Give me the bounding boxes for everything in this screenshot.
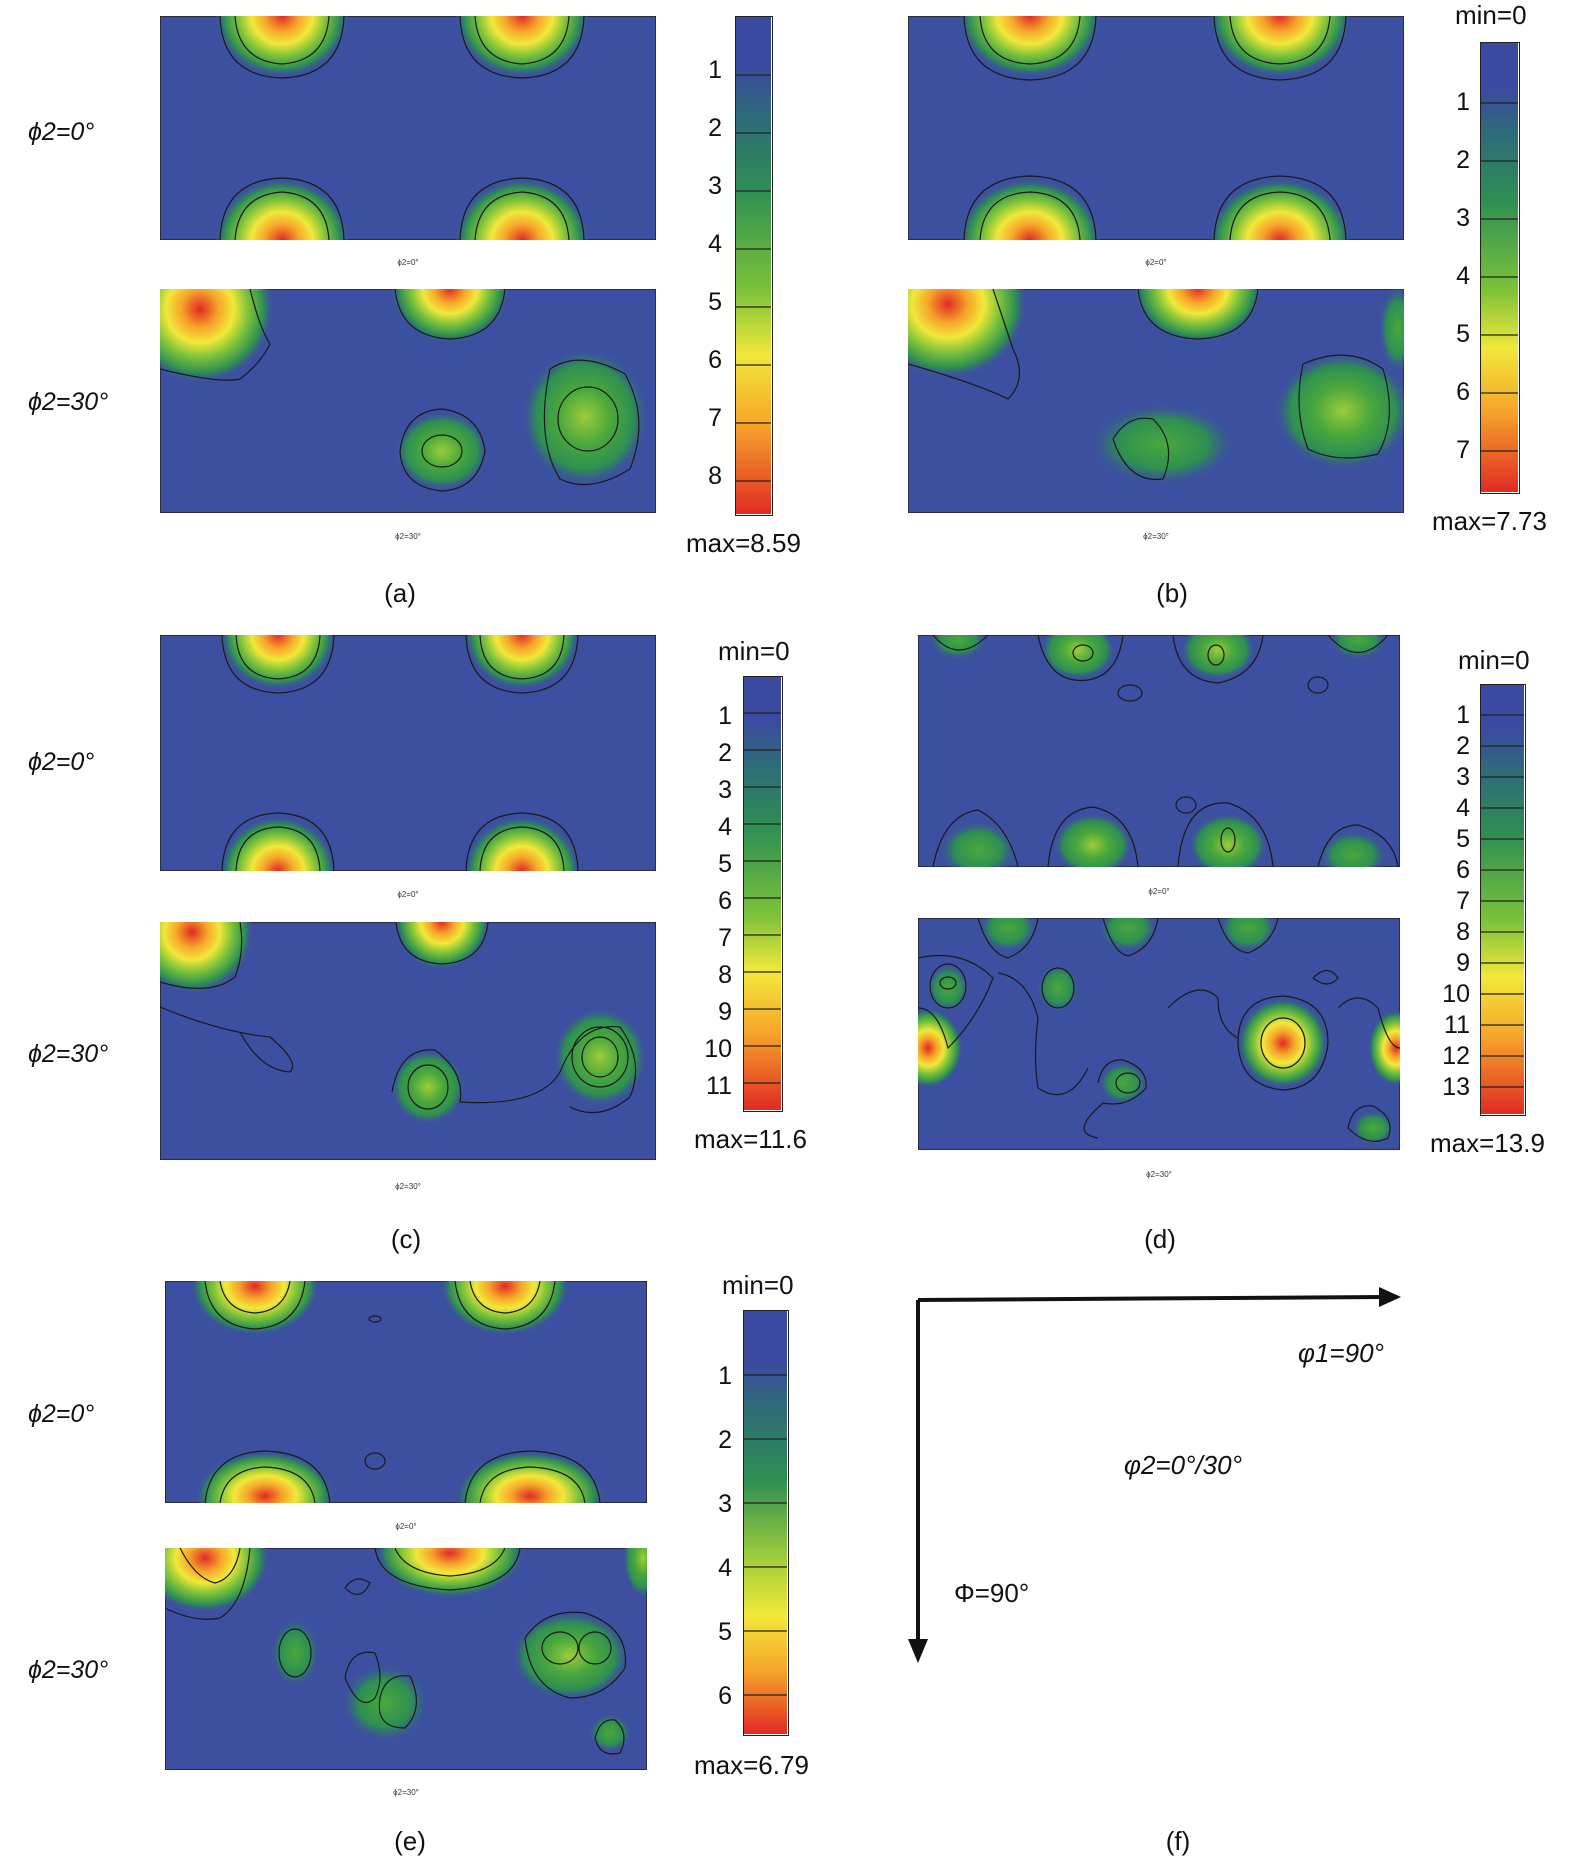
colorbar-a-tick-7: 7 — [708, 404, 722, 432]
panel-letter-a: (a) — [384, 578, 416, 608]
colorbar-a-tick-4: 4 — [708, 230, 722, 258]
colorbar-a-max: max=8.59 — [686, 528, 801, 558]
colorbar-d-tick-4: 4 — [1456, 794, 1470, 822]
colorbar-b-tick-2: 2 — [1456, 146, 1470, 174]
colorbar-d-tick-2: 2 — [1456, 732, 1470, 760]
row-label-e-phi2-30: ϕ2=30° — [28, 1656, 109, 1684]
colorbar-d-tick-10: 10 — [1442, 980, 1470, 1008]
colorbar-b-tick-4: 4 — [1456, 262, 1470, 290]
phi2-center-label: φ2=0°/30° — [1124, 1450, 1243, 1480]
odf-map-c-phi2-0 — [160, 635, 656, 871]
colorbar-d-tick-12: 12 — [1442, 1042, 1470, 1070]
row-label-c-phi2-0: ϕ2=0° — [28, 748, 95, 776]
colorbar-c — [743, 676, 783, 1112]
colorbar-d-tick-9: 9 — [1456, 949, 1470, 977]
caption-d-phi2-0: ϕ2=0° — [1148, 887, 1170, 896]
colorbar-d-tick-1: 1 — [1456, 701, 1470, 729]
colorbar-e-tick-2: 2 — [718, 1426, 732, 1454]
colorbar-c-max: max=11.6 — [694, 1124, 807, 1154]
panel-letter-c: (c) — [390, 1224, 422, 1254]
colorbar-d-tick-8: 8 — [1456, 918, 1470, 946]
colorbar-e-tick-4: 4 — [718, 1554, 732, 1582]
colorbar-b-tick-3: 3 — [1456, 204, 1470, 232]
colorbar-b-tick-1: 1 — [1456, 88, 1470, 116]
odf-map-e-phi2-0 — [165, 1281, 647, 1503]
colorbar-c-tick-10: 10 — [704, 1035, 732, 1063]
row-label-phi2-0: ϕ2=0° — [28, 118, 95, 146]
colorbar-e — [743, 1310, 789, 1736]
odf-map-a-phi2-0 — [160, 16, 656, 240]
colorbar-e-tick-5: 5 — [718, 1618, 732, 1646]
phi1-axis-label: φ1=90° — [1298, 1338, 1384, 1368]
colorbar-e-min: min=0 — [722, 1270, 794, 1300]
colorbar-c-tick-3: 3 — [718, 776, 732, 804]
colorbar-c-tick-4: 4 — [718, 813, 732, 841]
colorbar-c-tick-9: 9 — [718, 998, 732, 1026]
row-label-e-phi2-0: ϕ2=0° — [28, 1400, 95, 1428]
row-label-c-phi2-30: ϕ2=30° — [28, 1040, 109, 1068]
colorbar-b-max: max=7.73 — [1432, 506, 1547, 536]
colorbar-b-min: min=0 — [1455, 0, 1527, 30]
colorbar-a-tick-8: 8 — [708, 462, 722, 490]
caption-a-phi2-30: ϕ2=30° — [395, 532, 421, 541]
caption-b-phi2-30: ϕ2=30° — [1143, 532, 1169, 541]
colorbar-b-tick-7: 7 — [1456, 436, 1470, 464]
odf-map-d-phi2-30 — [918, 918, 1400, 1150]
panel-letter-f: (f) — [1165, 1826, 1191, 1856]
panel-letter-d: (d) — [1144, 1224, 1176, 1254]
colorbar-c-tick-11: 11 — [706, 1072, 732, 1100]
panel-letter-b: (b) — [1156, 578, 1188, 608]
panel-letter-e: (e) — [394, 1826, 426, 1856]
colorbar-d-tick-3: 3 — [1456, 763, 1470, 791]
Phi-axis-label: Φ=90° — [954, 1578, 1030, 1608]
caption-b-phi2-0: ϕ2=0° — [1145, 258, 1167, 267]
colorbar-d — [1480, 684, 1526, 1116]
colorbar-c-tick-5: 5 — [718, 850, 732, 878]
colorbar-a-tick-2: 2 — [708, 114, 722, 142]
caption-c-phi2-30: ϕ2=30° — [395, 1182, 421, 1191]
colorbar-d-tick-13: 13 — [1442, 1073, 1470, 1101]
odf-map-b-phi2-30 — [908, 289, 1404, 513]
phi1-arrowhead-icon — [1379, 1287, 1401, 1307]
axes-schematic — [908, 1287, 1401, 1663]
colorbar-d-tick-11: 11 — [1444, 1011, 1470, 1039]
colorbar-d-tick-6: 6 — [1456, 856, 1470, 884]
odf-map-c-phi2-30 — [160, 922, 656, 1160]
colorbar-c-tick-6: 6 — [718, 887, 732, 915]
colorbar-d-min: min=0 — [1458, 645, 1530, 675]
colorbar-e-max: max=6.79 — [694, 1750, 809, 1780]
colorbar-a-tick-5: 5 — [708, 288, 722, 316]
colorbar-c-min: min=0 — [718, 636, 790, 666]
caption-e-phi2-0: ϕ2=0° — [395, 1522, 417, 1531]
colorbar-c-tick-2: 2 — [718, 739, 732, 767]
caption-d-phi2-30: ϕ2=30° — [1146, 1170, 1172, 1179]
odf-map-e-phi2-30 — [165, 1548, 647, 1770]
caption-a-phi2-0: ϕ2=0° — [397, 258, 419, 267]
colorbar-d-tick-5: 5 — [1456, 825, 1470, 853]
colorbar-a — [735, 16, 773, 516]
colorbar-a-tick-3: 3 — [708, 172, 722, 200]
colorbar-e-tick-3: 3 — [718, 1490, 732, 1518]
colorbar-b-tick-6: 6 — [1456, 378, 1470, 406]
caption-c-phi2-0: ϕ2=0° — [397, 890, 419, 899]
colorbar-c-tick-8: 8 — [718, 961, 732, 989]
phi1-axis-arrow — [917, 1295, 1386, 1302]
colorbar-d-tick-7: 7 — [1456, 887, 1470, 915]
colorbar-d-max: max=13.9 — [1430, 1128, 1545, 1158]
colorbar-a-tick-6: 6 — [708, 346, 722, 374]
odf-map-a-phi2-30 — [160, 289, 656, 513]
colorbar-c-tick-7: 7 — [718, 924, 732, 952]
odf-map-b-phi2-0 — [908, 16, 1404, 240]
caption-e-phi2-30: ϕ2=30° — [393, 1788, 419, 1797]
row-label-phi2-30: ϕ2=30° — [28, 388, 109, 416]
Phi-arrowhead-icon — [908, 1639, 928, 1663]
odf-map-d-phi2-0 — [918, 635, 1400, 867]
colorbar-e-tick-6: 6 — [718, 1682, 732, 1710]
colorbar-b — [1480, 42, 1520, 494]
colorbar-a-tick-1: 1 — [708, 56, 722, 84]
colorbar-e-tick-1: 1 — [718, 1362, 732, 1390]
colorbar-b-tick-5: 5 — [1456, 320, 1470, 348]
colorbar-c-tick-1: 1 — [718, 702, 732, 730]
